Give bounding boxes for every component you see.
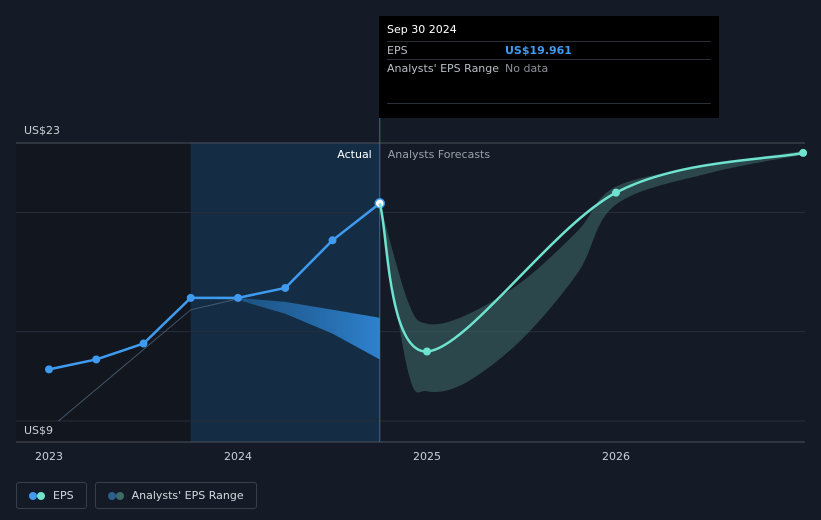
x-tick-label: 2025 [413,450,441,463]
tooltip-eps-label: EPS [387,44,408,57]
legend-range-dot-forecast [115,491,124,500]
forecast-section-label: Analysts Forecasts [388,148,491,161]
eps-point [92,355,101,364]
legend-eps-label: EPS [53,489,74,502]
highlight-band [190,143,380,442]
legend-range-dot-past [107,491,116,500]
eps-actual-line [48,202,381,371]
actual-section-label: Actual [337,148,371,161]
x-tick-label: 2026 [602,450,630,463]
eps-point [234,293,242,302]
legend-eps-dot-forecast [37,491,45,500]
eps-forecast-line [378,151,804,353]
eps-point [139,339,148,348]
tooltip-row-range: Analysts' EPS Range No data [387,59,711,77]
x-tick-label: 2023 [35,450,63,463]
tooltip-range-value: No data [505,62,549,75]
analyst-range-forecast-band [379,150,804,393]
eps-point [186,293,195,302]
legend-range[interactable]: Analysts' EPS Range [94,482,257,509]
tooltip-date: Sep 30 2024 [387,23,457,36]
tooltip-row-eps: EPS US$19.961 [387,41,711,59]
legend-eps-dot-actual [29,491,37,500]
x-tick-label: 2024 [224,450,252,463]
eps-forecast-point [612,188,620,197]
eps-point [281,283,290,292]
hover-tooltip: Sep 30 2024 EPS US$19.961 Analysts' EPS … [379,16,719,118]
analyst-trend-line [58,298,239,422]
tooltip-range-label: Analysts' EPS Range [387,62,500,75]
chart-legend: EPS Analysts' EPS Range [16,482,257,509]
eps-forecast-point [799,148,808,157]
legend-range-swatch-icon [107,491,124,500]
eps-forecast-point [423,347,431,356]
eps-point [328,236,337,245]
legend-eps[interactable]: EPS [16,482,87,509]
legend-eps-swatch-icon [29,491,45,500]
tooltip-eps-value: US$19.961 [505,44,572,57]
eps-point [45,365,53,374]
past-background [16,143,191,442]
analyst-range-past-band [190,297,380,360]
tooltip-divider [387,77,711,104]
y-axis-top-label: US$23 [24,124,60,137]
y-axis-bottom-label: US$9 [24,424,53,437]
legend-range-label: Analysts' EPS Range [131,489,244,502]
